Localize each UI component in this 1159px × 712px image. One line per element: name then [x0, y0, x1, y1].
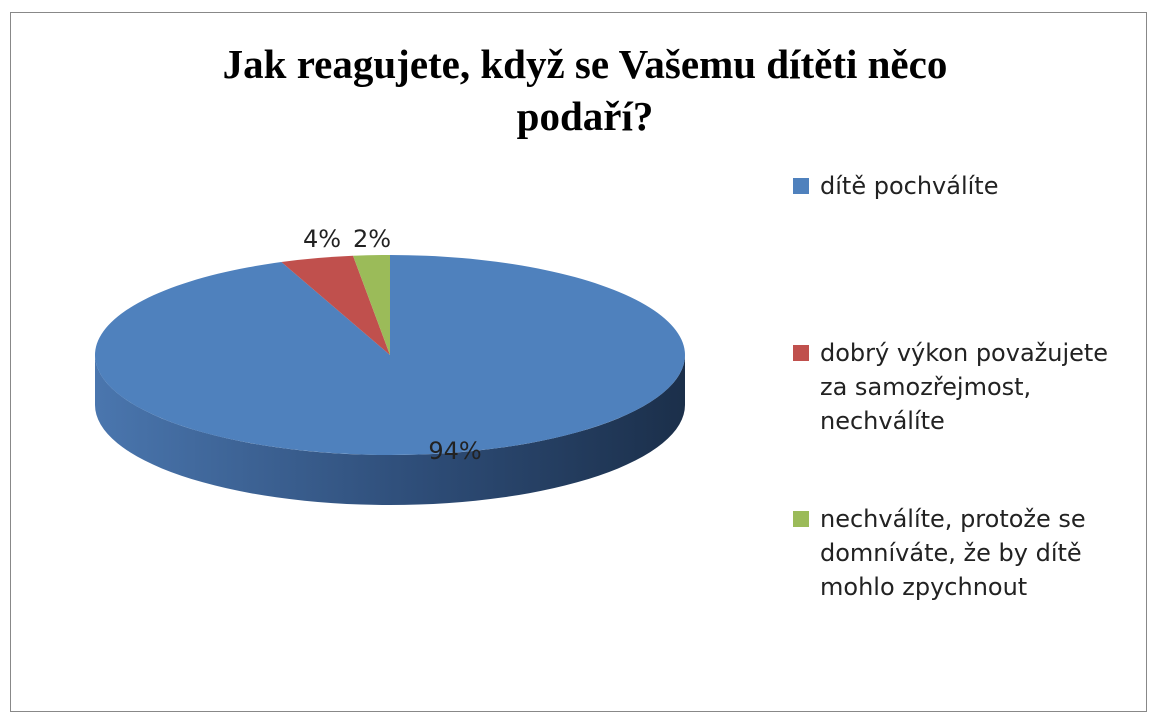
legend-label: nechválíte, protože se domníváte, že by …	[820, 505, 1086, 601]
legend-swatch	[793, 345, 809, 361]
data-label: 4%	[303, 225, 341, 253]
legend-swatch	[793, 178, 809, 194]
legend-swatch	[793, 511, 809, 527]
legend-label: dítě pochválíte	[820, 172, 999, 200]
pie-slice	[281, 255, 390, 355]
legend-entry: dobrý výkon považujete za samozřejmost, …	[793, 336, 1138, 438]
legend-label: dobrý výkon považujete za samozřejmost, …	[820, 339, 1109, 435]
pie-slice	[94, 255, 685, 455]
chart-title: Jak reagujete, když se Vašemu dítěti něc…	[222, 41, 948, 139]
pie-side	[95, 355, 685, 505]
page: Jak reagujete, když se Vašemu dítěti něc…	[10, 12, 1147, 712]
legend-entry: dítě pochválíte	[793, 169, 1138, 203]
data-label: 2%	[353, 225, 391, 253]
legend-entry: nechválíte, protože se domníváte, že by …	[793, 502, 1138, 604]
data-label: 94%	[428, 437, 481, 465]
pie-slice	[353, 255, 390, 355]
chart: 94% 4% 2%	[94, 225, 685, 505]
